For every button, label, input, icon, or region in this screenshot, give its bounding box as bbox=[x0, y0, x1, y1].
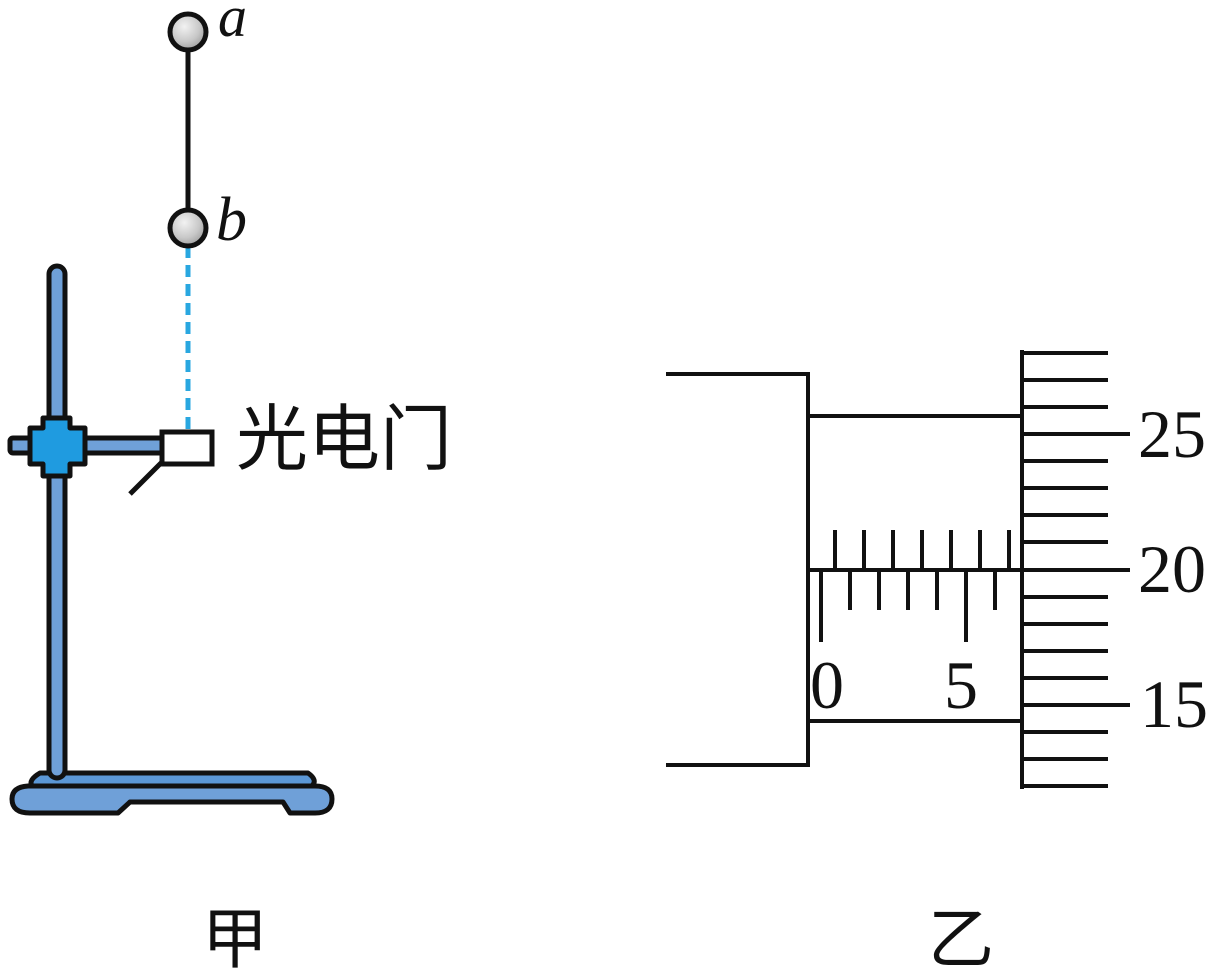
photogate bbox=[159, 429, 215, 467]
thimble-ticks bbox=[1022, 351, 1130, 788]
caption-jia: 甲 bbox=[202, 904, 268, 976]
caption-yi: 乙 bbox=[928, 904, 994, 976]
photogate-wire bbox=[128, 460, 164, 496]
stand-rod bbox=[46, 263, 68, 781]
ball-b bbox=[167, 207, 209, 249]
thimble-label-25: 25 bbox=[1138, 396, 1206, 472]
ball-a-label: a bbox=[218, 0, 247, 49]
ball-a bbox=[167, 11, 209, 53]
sleeve-lower-ticks bbox=[819, 570, 997, 642]
thimble-label-20: 20 bbox=[1138, 531, 1206, 607]
clamp bbox=[27, 415, 88, 479]
sleeve-upper-ticks bbox=[833, 530, 1011, 570]
figure-yi bbox=[666, 350, 1130, 789]
sleeve-label-0: 0 bbox=[810, 647, 844, 723]
sleeve-label-5: 5 bbox=[944, 647, 978, 723]
stand-base bbox=[9, 770, 335, 816]
ball-b-label: b bbox=[216, 186, 247, 254]
thimble-label-15: 15 bbox=[1140, 666, 1208, 742]
micrometer-frame bbox=[666, 372, 810, 767]
micrometer-labels: 0 5 25 20 15 bbox=[810, 396, 1208, 742]
figure-jia: a b 光电门 甲 bbox=[7, 0, 452, 976]
photogate-label: 光电门 bbox=[236, 400, 452, 480]
